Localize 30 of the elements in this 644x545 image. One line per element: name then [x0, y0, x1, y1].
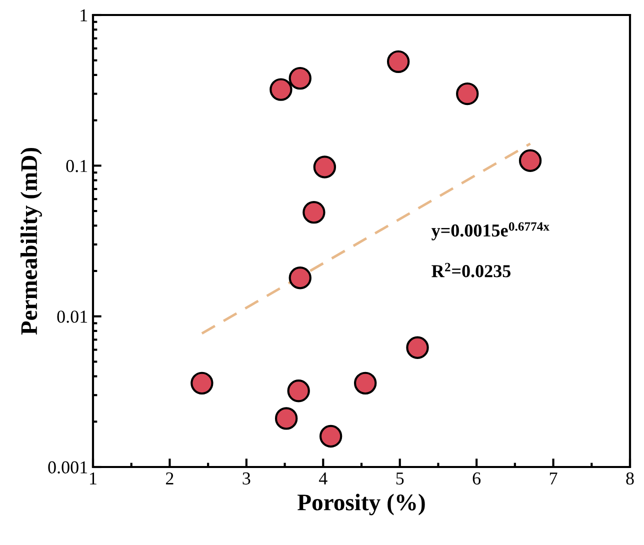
y-tick-label: 0.001 — [48, 461, 88, 474]
point — [354, 372, 377, 395]
x-tick-label: 1 — [90, 472, 96, 484]
point — [518, 149, 542, 172]
point — [386, 50, 410, 74]
point — [319, 424, 342, 448]
point — [456, 82, 479, 106]
x-tick-label: 2 — [166, 472, 174, 484]
point — [288, 266, 312, 290]
x-tick-label: 4 — [318, 472, 328, 484]
point — [274, 407, 298, 430]
x-axis-title: Porosity (%) — [298, 494, 425, 516]
x-tick-label: 3 — [242, 472, 250, 485]
point — [406, 336, 429, 359]
x-tick-label: 6 — [472, 472, 481, 485]
annotation: R$^{2}$=0.0235 — [432, 262, 511, 278]
y-axis-title: Permeability (mD) — [20, 148, 42, 335]
annotation: y=0.0015e$^{0.6774x}$ — [431, 222, 550, 240]
y-tick-label: 0.1 — [66, 160, 88, 172]
x-tick-label: 7 — [550, 472, 558, 484]
x-tick-label: 8 — [626, 472, 634, 485]
point — [288, 66, 312, 90]
y-tick-label: 1 — [80, 9, 88, 22]
y-tick-label: 0.01 — [57, 310, 88, 323]
x-tick-label: 5 — [396, 472, 404, 485]
point — [287, 380, 310, 402]
point — [190, 372, 214, 395]
point — [313, 156, 336, 178]
point — [302, 201, 326, 224]
point — [270, 78, 292, 101]
